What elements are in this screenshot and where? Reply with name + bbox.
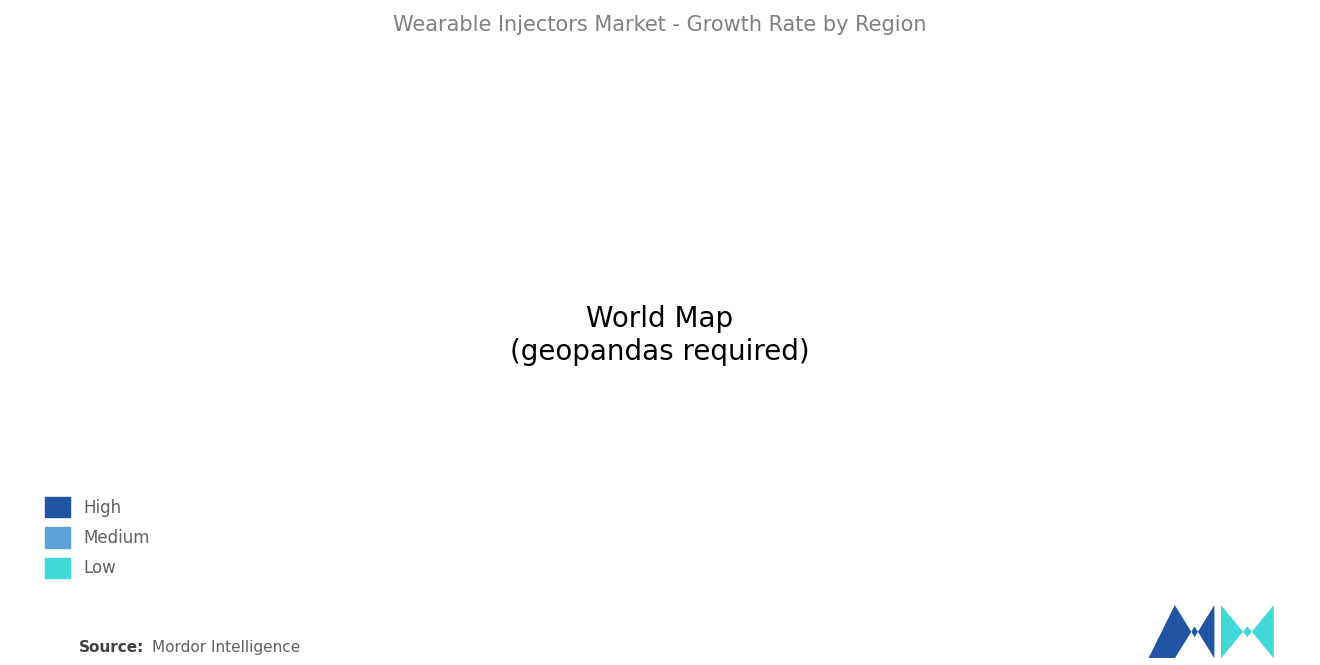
Text: World Map
(geopandas required): World Map (geopandas required) <box>511 305 809 366</box>
Legend: High, Medium, Low: High, Medium, Low <box>36 489 157 587</box>
Title: Wearable Injectors Market - Growth Rate by Region: Wearable Injectors Market - Growth Rate … <box>393 15 927 35</box>
Text: Source:: Source: <box>79 640 145 655</box>
Text: Mordor Intelligence: Mordor Intelligence <box>152 640 300 655</box>
